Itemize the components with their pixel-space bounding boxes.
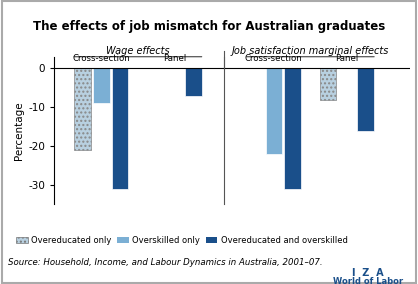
Text: Panel: Panel [335,54,359,63]
Text: The effects of job mismatch for Australian graduates: The effects of job mismatch for Australi… [33,20,385,33]
Bar [112,68,128,189]
Y-axis label: Percentage: Percentage [14,101,24,160]
Bar [265,68,282,154]
Bar [320,68,336,100]
Text: Panel: Panel [163,54,186,63]
Bar [357,68,374,131]
Bar [185,68,201,96]
Text: Job satisfaction marginal effects: Job satisfaction marginal effects [232,46,389,56]
Text: Wage effects: Wage effects [106,46,170,56]
Legend: Overeducated only, Overskilled only, Overeducated and overskilled: Overeducated only, Overskilled only, Ove… [13,233,351,248]
Text: Cross-section: Cross-section [245,54,303,63]
Text: Source: Household, Income, and Labour Dynamics in Australia, 2001–07.: Source: Household, Income, and Labour Dy… [8,258,323,268]
Text: Cross-section: Cross-section [72,54,130,63]
Bar [284,68,301,189]
Bar [74,68,91,150]
Bar [93,68,110,103]
Text: I  Z  A: I Z A [352,268,384,278]
Text: World of Labor: World of Labor [333,277,403,284]
